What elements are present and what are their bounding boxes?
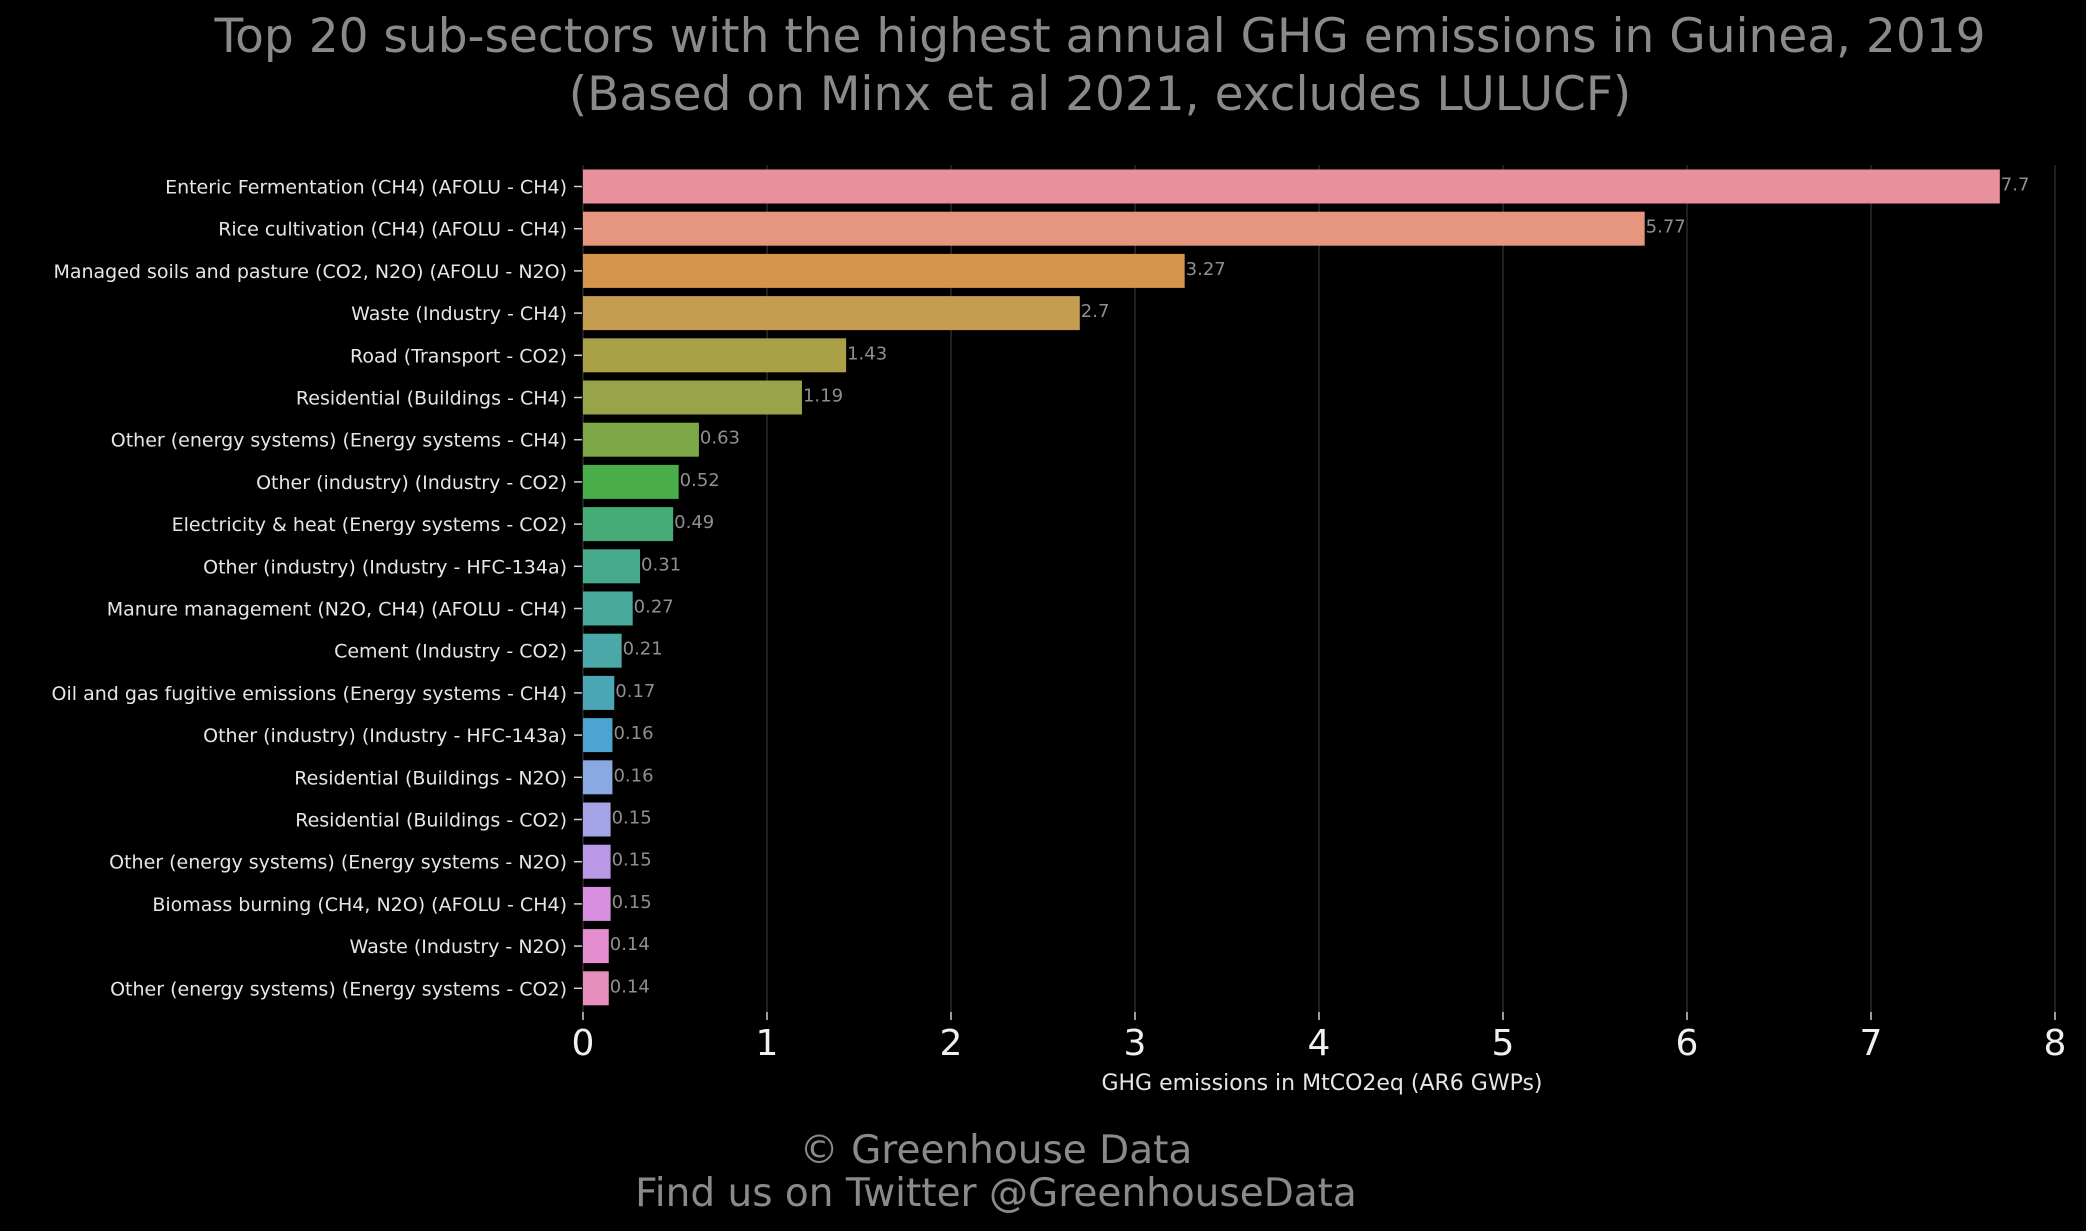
category-label-15: Residential (Buildings - N2O): [294, 767, 567, 789]
category-label-11: Manure management (N2O, CH4) (AFOLU - CH…: [107, 599, 567, 621]
bar-7: [583, 422, 699, 457]
category-label-9: Electricity & heat (Energy systems - CO2…: [172, 514, 567, 536]
bar-3: [583, 253, 1185, 288]
bar-20: [583, 971, 609, 1006]
category-label-14: Other (industry) (Industry - HFC-143a): [203, 725, 567, 747]
value-label-16: 0.15: [612, 808, 652, 829]
bar-13: [583, 675, 615, 710]
category-label-19: Waste (Industry - N2O): [350, 936, 567, 958]
bar-19: [583, 929, 609, 964]
bar-12: [583, 633, 622, 668]
bar-11: [583, 591, 633, 626]
value-label-3: 3.27: [1186, 259, 1226, 280]
category-label-1: Enteric Fermentation (CH4) (AFOLU - CH4): [165, 177, 567, 199]
value-label-20: 0.14: [610, 976, 650, 997]
x-tick-label-6: 6: [1676, 1023, 1699, 1064]
category-label-13: Oil and gas fugitive emissions (Energy s…: [52, 683, 567, 705]
value-label-1: 7.7: [2001, 175, 2030, 196]
value-label-12: 0.21: [623, 639, 663, 660]
category-label-6: Residential (Buildings - CH4): [296, 388, 567, 410]
category-label-12: Cement (Industry - CO2): [334, 641, 567, 663]
category-label-17: Other (energy systems) (Energy systems -…: [109, 852, 567, 874]
category-label-3: Managed soils and pasture (CO2, N2O) (AF…: [53, 261, 567, 283]
category-label-8: Other (industry) (Industry - CO2): [256, 472, 567, 494]
bar-14: [583, 718, 613, 753]
bar-4: [583, 296, 1080, 331]
value-label-9: 0.49: [674, 512, 714, 533]
value-label-17: 0.15: [612, 850, 652, 871]
bar-15: [583, 760, 613, 795]
x-tick-label-3: 3: [1124, 1023, 1147, 1064]
bar-9: [583, 507, 674, 542]
value-label-19: 0.14: [610, 934, 650, 955]
chart-title: Top 20 sub-sectors with the highest annu…: [213, 9, 1985, 64]
x-tick-label-8: 8: [2044, 1023, 2067, 1064]
x-tick-label-1: 1: [756, 1023, 779, 1064]
category-label-18: Biomass burning (CH4, N2O) (AFOLU - CH4): [152, 894, 567, 916]
category-label-2: Rice cultivation (CH4) (AFOLU - CH4): [218, 219, 567, 241]
category-label-10: Other (industry) (Industry - HFC-134a): [203, 556, 567, 578]
bar-17: [583, 844, 611, 879]
chart-subtitle: (Based on Minx et al 2021, excludes LULU…: [569, 67, 1631, 122]
value-label-8: 0.52: [680, 470, 720, 491]
value-label-6: 1.19: [803, 386, 843, 407]
value-labels: 7.7 5.77 3.27 2.7 1.43 1.19 0.63 0.52 0.49 0.31 0.…: [610, 175, 2030, 998]
value-label-11: 0.27: [634, 597, 674, 618]
value-label-2: 5.77: [1646, 217, 1686, 238]
bar-18: [583, 886, 611, 921]
grid: [582, 165, 2056, 1012]
x-axis-title: GHG emissions in MtCO2eq (AR6 GWPs): [1101, 1071, 1542, 1096]
value-label-4: 2.7: [1081, 301, 1110, 322]
value-label-10: 0.31: [641, 554, 681, 575]
x-tick-label-0: 0: [572, 1023, 595, 1064]
category-label-7: Other (energy systems) (Energy systems -…: [111, 430, 567, 452]
x-tick-label-5: 5: [1492, 1023, 1515, 1064]
bar-16: [583, 802, 611, 837]
category-label-16: Residential (Buildings - CO2): [295, 810, 567, 832]
footer-twitter: Find us on Twitter @GreenhouseData: [635, 1171, 1357, 1216]
bar-5: [583, 338, 847, 373]
x-axis-ticks: 0 1 2 3 4 5 6 7 8: [572, 185, 2067, 1064]
value-label-5: 1.43: [847, 343, 887, 364]
category-labels: Enteric Fermentation (CH4) (AFOLU - CH4)…: [52, 177, 567, 1001]
category-label-5: Road (Transport - CO2): [350, 345, 567, 367]
category-label-20: Other (energy systems) (Energy systems -…: [110, 978, 567, 1000]
value-label-7: 0.63: [700, 428, 740, 449]
value-label-13: 0.17: [615, 681, 655, 702]
bar-6: [583, 380, 802, 415]
footer-copyright: © Greenhouse Data: [800, 1128, 1193, 1173]
x-tick-label-2: 2: [940, 1023, 963, 1064]
bar-8: [583, 464, 679, 499]
bar-2: [583, 211, 1645, 246]
bars: [583, 169, 2000, 1006]
x-tick-label-7: 7: [1860, 1023, 1883, 1064]
value-label-14: 0.16: [613, 723, 653, 744]
value-label-18: 0.15: [612, 892, 652, 913]
bar-10: [583, 549, 641, 584]
x-tick-label-4: 4: [1308, 1023, 1331, 1064]
bar-1: [583, 169, 2000, 204]
value-label-15: 0.16: [613, 765, 653, 786]
category-label-4: Waste (Industry - CH4): [351, 303, 567, 325]
